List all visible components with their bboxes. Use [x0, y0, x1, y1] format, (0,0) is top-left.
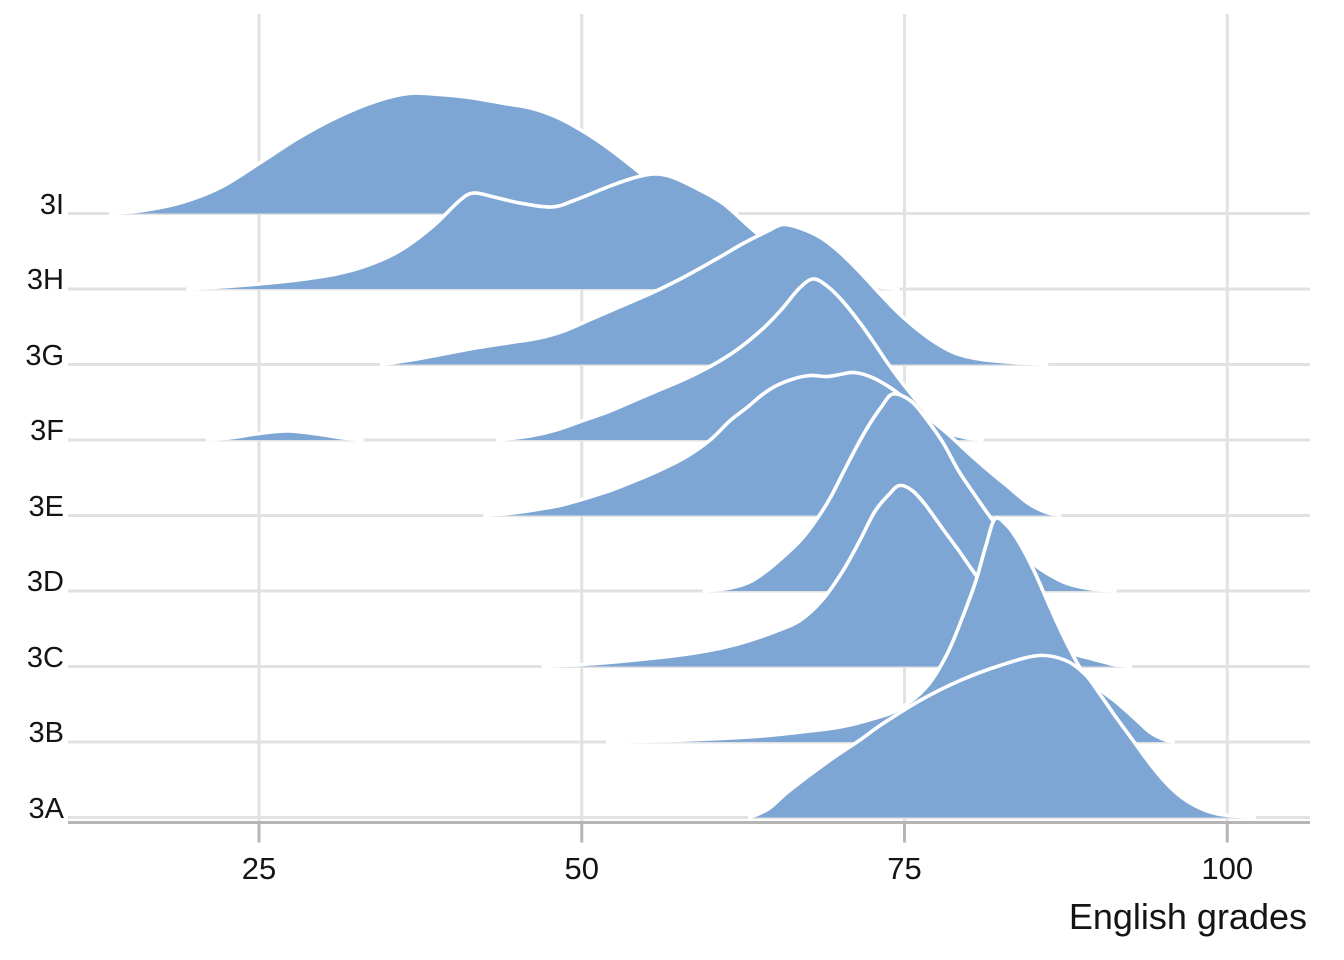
ridge-3G-fill	[381, 224, 1047, 365]
y-axis-label-3E: 3E	[28, 490, 64, 523]
y-axis-label-3B: 3B	[28, 717, 64, 749]
y-axis-label-3H: 3H	[26, 264, 64, 296]
ridge-3A-fill	[749, 655, 1255, 818]
y-axis-label-3C: 3C	[26, 641, 64, 674]
ridge-3I-fill	[110, 93, 737, 214]
y-axis-label-3D: 3D	[26, 566, 64, 598]
ridge-3A-line	[747, 653, 1257, 820]
y-axis-label-3F: 3F	[30, 415, 64, 447]
ridge-3F-line	[205, 429, 365, 442]
ridge-3G-line	[379, 222, 1049, 367]
ridge-3F-line-1	[496, 277, 984, 442]
ridge-3F-fill	[207, 430, 363, 440]
x-tick-label-50: 50	[564, 851, 599, 886]
ridge-3E-line	[483, 370, 1062, 518]
x-tick-label-100: 100	[1201, 851, 1254, 886]
y-axis-label-3A: 3A	[28, 792, 64, 825]
y-axis-label-3G: 3G	[25, 339, 64, 372]
x-tick-label-25: 25	[241, 851, 277, 886]
y-axis-label-3I: 3I	[39, 188, 64, 221]
x-axis-title: English grades	[1068, 896, 1307, 937]
x-tick-label-75: 75	[887, 851, 922, 886]
ridge-3B-line	[605, 516, 1175, 744]
